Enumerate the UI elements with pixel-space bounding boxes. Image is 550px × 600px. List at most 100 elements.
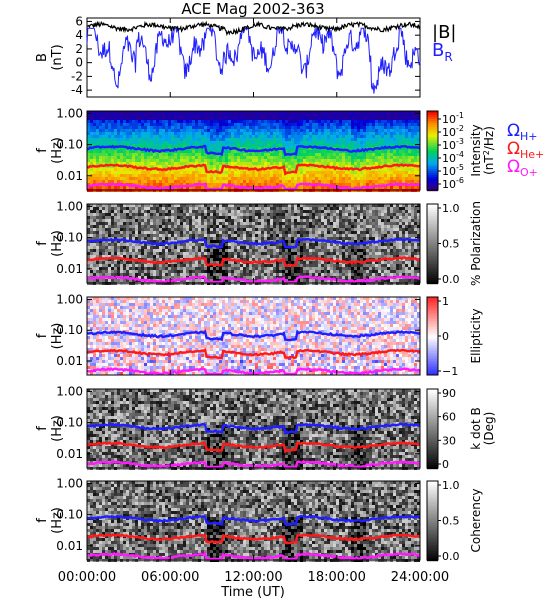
colorbar-tick-label: 0.5	[442, 515, 460, 528]
colorbar-label: Ellipticity	[469, 309, 483, 364]
colorbar-tick-exponent: -1	[456, 111, 464, 120]
legend-br-subscript: R	[444, 50, 452, 64]
gyrofrequency-line	[86, 256, 421, 268]
spectral-panel-ylabel-units: (Hz)	[50, 323, 65, 350]
y-tick-label: 0.10	[56, 138, 83, 152]
x-tick-label: 06:00:00	[141, 570, 199, 585]
spectral-panel: 1.00 0.10 0.01 f (Hz) 1 0 −1 Ellipticity	[35, 292, 483, 378]
x-tick-label: 18:00:00	[308, 570, 366, 585]
colorbar-tick-label: 1	[442, 295, 449, 308]
spectral-panel-ylabel: f	[35, 426, 50, 431]
colorbar: 90 60 30 0 k dot B (Deg)	[426, 387, 496, 471]
x-tick-label: 24:00:00	[391, 570, 449, 585]
y-tick-label: -2	[71, 69, 83, 83]
colorbar-tick-exponent: -5	[456, 163, 464, 172]
gyrofrequency-line	[86, 163, 421, 176]
y-tick-label: 6	[75, 14, 83, 28]
line-panel-ylabel-units: (nT)	[50, 44, 65, 70]
spectral-panel-ylabel-units: (Hz)	[50, 415, 65, 442]
x-tick-label: 00:00:00	[58, 570, 116, 585]
colorbar-label-units-end: /Hz)	[482, 126, 496, 150]
colorbar-label: k dot B	[469, 407, 483, 449]
gyrofrequency-legend-subscript: O+	[520, 166, 538, 179]
spectral-panel: 1.000.100.01f (Hz)10-110-210-310-410-510-…	[35, 106, 496, 192]
gyrofrequency-line	[86, 441, 421, 454]
gyrofrequency-legend: ΩH+ΩHe+ΩO+	[507, 121, 544, 179]
colorbar-tick-exponent: -2	[456, 124, 464, 133]
colorbar-tick-label: 30	[442, 434, 456, 447]
colorbar-label: % Polarization	[469, 201, 483, 286]
colorbar-label-units: (Deg)	[482, 412, 496, 446]
colorbar: 1.0 0.5 0.0 Coherency	[426, 479, 483, 563]
y-tick-label: 4	[75, 28, 83, 42]
spectral-panel: 1.00 0.10 0.01 f (Hz) 90 60 30 0 k dot B (Deg)	[35, 384, 496, 471]
y-tick-label: 0.01	[56, 354, 83, 368]
y-tick-label: 0.10	[56, 231, 83, 245]
series-b-magnitude-line	[86, 20, 421, 37]
y-tick-label: 0.01	[56, 169, 83, 183]
gyrofrequency-line	[86, 329, 420, 342]
colorbar-tick-label: 0	[442, 330, 449, 343]
gyrofrequency-legend-subscript: He+	[520, 148, 544, 161]
colorbar-tick-exponent: -3	[456, 137, 464, 146]
y-tick-label: 0.10	[56, 508, 83, 522]
y-tick-label: 0.01	[56, 447, 83, 461]
colorbar-label-superscript: 2	[482, 150, 491, 155]
colorbar-tick-label: 0.0	[442, 273, 460, 286]
legend-br: BR	[432, 40, 453, 64]
gyrofrequency-line	[86, 514, 421, 527]
y-tick-label: 1.00	[56, 384, 83, 398]
y-tick-label: 1.00	[56, 292, 83, 306]
gyrofrequency-legend-subscript: H+	[520, 130, 538, 143]
line-panel-frame	[86, 17, 421, 98]
gyrofrequency-line	[86, 237, 421, 249]
colorbar-label-units: (nT2/Hz)	[482, 126, 496, 175]
y-tick-label: 1.00	[56, 106, 83, 120]
y-tick-label: -4	[71, 83, 83, 97]
colorbar-tick-label: 10-6	[442, 176, 464, 191]
spectral-panels: 1.000.100.01f (Hz)10-110-210-310-410-510-…	[35, 106, 544, 563]
y-tick-label: 1.00	[56, 199, 83, 213]
colorbar-tick-label: 1.0	[442, 479, 460, 492]
y-tick-label: 0.10	[56, 416, 83, 430]
legend-b-magnitude: |B|	[432, 22, 456, 43]
line-panel-ylabel: B	[35, 53, 50, 62]
colorbar-tick-label: 0	[442, 458, 449, 471]
spectral-panel-ylabel: f	[35, 148, 50, 153]
colorbar: 1.0 0.5 0.0 % Polarization	[426, 201, 483, 286]
colorbar-tick-label: 1.0	[442, 202, 460, 215]
gyrofrequency-line	[86, 144, 421, 157]
spectral-panel-ylabel: f	[35, 518, 50, 523]
colorbar-tick-exponent: -4	[456, 150, 464, 159]
colorbar-tick-label: 0.0	[442, 550, 460, 563]
y-tick-label: 0	[75, 56, 83, 70]
colorbar-tick-label: 0.5	[442, 238, 460, 251]
spectral-panel-ylabel-units: (Hz)	[50, 507, 65, 534]
colorbar-tick-exponent: -6	[456, 176, 464, 185]
y-tick-label: 0.01	[56, 539, 83, 553]
time-axis: Time (UT) 00:00:00 06:00:00 12:00:00 18:00:…	[58, 570, 449, 600]
colorbar-tick-label: 60	[442, 411, 456, 424]
spectral-panel-ylabel: f	[35, 333, 50, 338]
colorbar-frame	[426, 388, 439, 469]
spectral-panel: 1.00 0.10 0.01 f (Hz) 1.0 0.5 0.0 Coherency	[35, 476, 483, 563]
x-axis-label: Time (UT)	[220, 585, 285, 600]
colorbar: 1 0 −1 Ellipticity	[426, 295, 483, 378]
spectral-panel-ylabel: f	[35, 241, 50, 246]
series-br-line	[86, 27, 421, 94]
colorbar-label: Coherency	[469, 488, 483, 552]
x-tick-label: 12:00:00	[224, 570, 282, 585]
figure-title: ACE Mag 2002-363	[181, 0, 324, 18]
colorbar-tick-label: −1	[442, 365, 458, 378]
gyrofrequency-line	[86, 348, 421, 360]
y-tick-label: 0.01	[56, 262, 83, 276]
spectral-panel-ylabel-units: (Hz)	[50, 230, 65, 257]
colorbar-label: Intensity	[469, 124, 483, 176]
y-tick-label: 2	[75, 42, 83, 56]
gyrofrequency-line	[86, 422, 421, 436]
colorbar-frame	[426, 110, 439, 191]
y-tick-label: 1.00	[56, 476, 83, 490]
